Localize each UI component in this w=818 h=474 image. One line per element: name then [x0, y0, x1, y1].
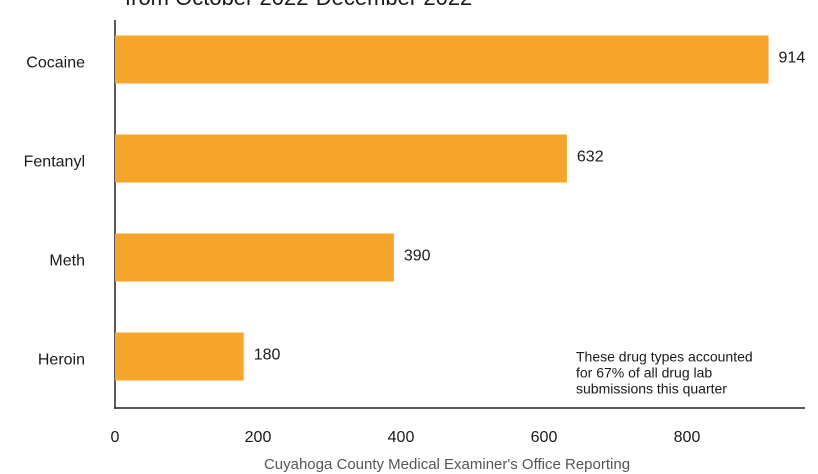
x-tick-label: 800 — [674, 429, 701, 446]
data-label: 632 — [577, 149, 604, 166]
annotation: for 67% of all drug lab — [576, 365, 712, 381]
source: Cuyahoga County Medical Examiner's Offic… — [264, 456, 630, 473]
x-tick-label: 0 — [111, 429, 120, 446]
data-label: 180 — [254, 347, 281, 364]
y-tick-label: Meth — [49, 253, 85, 270]
annotation: These drug types accounted — [576, 349, 753, 365]
bar — [115, 233, 394, 282]
chart-title: from October 2022-December 2022 — [125, 0, 472, 10]
bar — [115, 35, 769, 84]
y-tick-label: Heroin — [38, 352, 85, 369]
y-tick-label: Cocaine — [26, 55, 85, 72]
data-label: 390 — [404, 248, 431, 265]
x-tick-label: 400 — [388, 429, 415, 446]
bar — [115, 332, 244, 381]
x-tick-label: 200 — [245, 429, 272, 446]
annotation: submissions this quarter — [576, 381, 727, 397]
x-tick-label: 600 — [531, 429, 558, 446]
data-label: 914 — [779, 50, 806, 67]
y-tick-label: Fentanyl — [24, 154, 85, 171]
bar — [115, 134, 567, 183]
